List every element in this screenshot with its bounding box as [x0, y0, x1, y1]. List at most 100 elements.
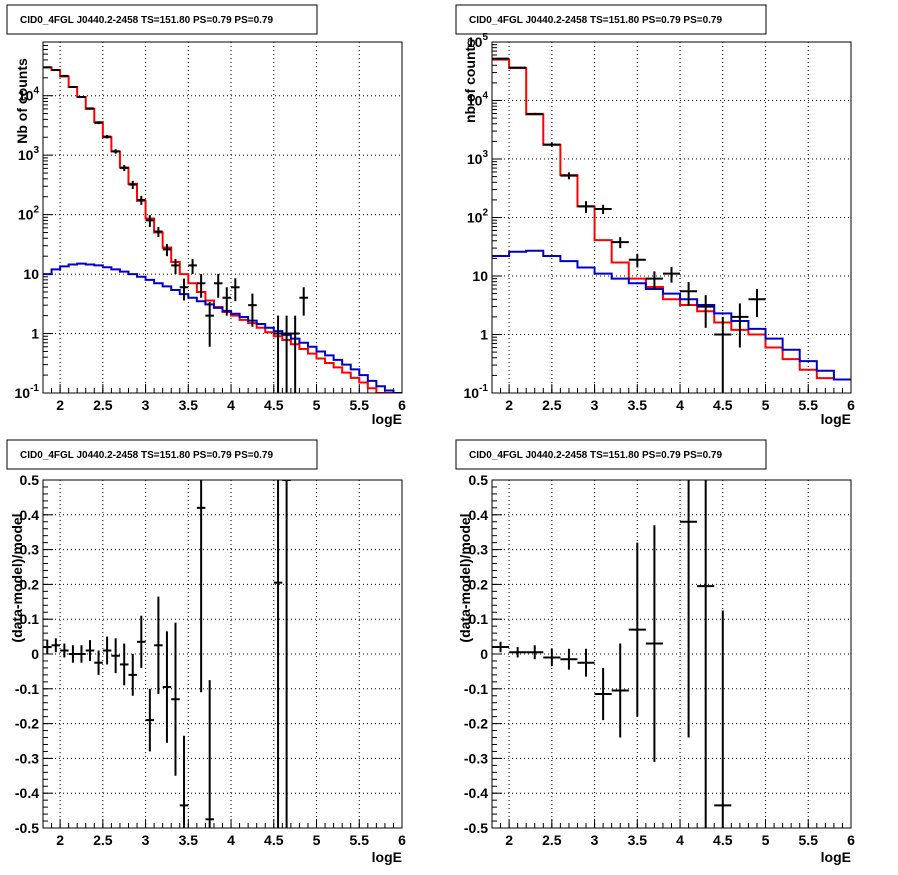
data-point: [179, 278, 189, 301]
data-point: [714, 610, 732, 828]
y-tick-label: 0.2: [469, 576, 489, 592]
data-point: [509, 66, 527, 69]
plot-content: [492, 57, 851, 393]
data-point: [171, 622, 180, 776]
x-tick-label: 4: [676, 832, 684, 848]
data-point: [188, 258, 197, 275]
panel-residuals-left: CID0_4FGL J0440.2-2458 TS=151.80 PS=0.79…: [6, 439, 406, 865]
x-tick-label: 4.5: [264, 397, 284, 413]
x-tick-label: 5: [313, 832, 321, 848]
data-point: [213, 274, 223, 298]
data-point: [196, 480, 206, 693]
data-point: [697, 295, 715, 328]
x-axis-label: logE: [372, 411, 402, 427]
data-point: [154, 226, 163, 238]
data-point: [77, 645, 86, 663]
plot-frame: [42, 41, 403, 394]
x-tick-label: 4.5: [713, 397, 733, 413]
data-point: [85, 107, 95, 110]
x-tick-label: 4.5: [713, 832, 733, 848]
x-tick-label: 2.5: [93, 397, 113, 413]
x-tick-label: 6: [398, 832, 406, 848]
data-point: [145, 215, 155, 227]
x-tick-label: 4: [227, 832, 235, 848]
x-tick-label: 4: [227, 397, 235, 413]
data-point: [145, 688, 155, 752]
data-point: [680, 281, 698, 306]
x-tick-label: 3: [591, 397, 599, 413]
data-point: [94, 650, 103, 675]
x-tick-label: 2.5: [93, 832, 113, 848]
x-tick-label: 5.5: [350, 832, 370, 848]
y-tick-label: 0.1: [469, 611, 489, 627]
data-point: [179, 735, 189, 828]
data-point: [662, 266, 681, 283]
data-point: [205, 680, 214, 828]
data-point: [162, 631, 172, 743]
y-tick-label: 102: [18, 205, 40, 223]
data-point: [273, 480, 283, 828]
data-point: [119, 643, 129, 686]
title-box: [455, 439, 767, 470]
data-point: [111, 149, 120, 154]
data-point: [273, 315, 283, 393]
data-point: [543, 142, 561, 147]
y-axis-label: nb of counts: [462, 39, 478, 123]
data-point: [560, 648, 578, 670]
data-point: [111, 638, 120, 674]
data-point: [119, 165, 129, 172]
data-point: [594, 667, 612, 721]
y-axis-label: (data-model)/model: [9, 513, 25, 642]
data-point: [543, 648, 561, 667]
data-point: [560, 172, 578, 180]
data-point: [68, 86, 78, 89]
data-point: [731, 303, 749, 348]
data-point: [162, 244, 172, 257]
x-tick-label: 2.5: [542, 832, 562, 848]
data-point: [222, 287, 232, 316]
data-point: [492, 57, 510, 60]
y-tick-label: 1: [31, 326, 39, 342]
x-tick-label: 2: [56, 397, 64, 413]
x-axis-label: logE: [372, 849, 402, 865]
title-box: [6, 439, 318, 470]
x-tick-label: 3.5: [179, 832, 199, 848]
data-point: [248, 293, 257, 327]
data-point: [137, 615, 146, 668]
data-point: [282, 315, 291, 393]
data-point: [137, 195, 146, 205]
x-tick-label: 3: [142, 397, 150, 413]
x-tick-label: 2: [56, 832, 64, 848]
plot-area: 2 2.5 3 3.5 4 4.5 5 5.5 6 10-1 1 10 102 103 104: [15, 41, 406, 413]
y-tick-label: -0.4: [464, 785, 488, 801]
data-point: [577, 201, 595, 213]
y-axis-label: Nb of counts: [14, 58, 30, 144]
y-tick-label: -0.5: [464, 820, 488, 836]
plot-content: [492, 480, 732, 828]
plot-area: 2 2.5 3 3.5 4 4.5 5 5.5 6 10-1 1 10 102 103 104 105: [464, 32, 856, 413]
y-tick-label: 0.4: [469, 507, 489, 523]
data-point: [171, 258, 180, 275]
y-tick-label: 0.3: [469, 542, 489, 558]
x-tick-label: 3.5: [179, 397, 199, 413]
data-point: [51, 69, 61, 72]
plot-area: 2 2.5 3 3.5 4 4.5 5 5.5 6 -0.5 -0.4 -0.3 -0.2 -0.1 0 0.…: [464, 472, 855, 848]
y-tick-label: -0.1: [464, 681, 488, 697]
y-tick-label: 0.5: [469, 472, 489, 488]
panel-title: CID0_4FGL J0440.2-2458 TS=151.80 PS=0.79…: [469, 15, 722, 26]
panel-title: CID0_4FGL J0440.2-2458 TS=151.80 PS=0.79…: [469, 450, 722, 461]
data-point: [628, 253, 646, 268]
x-tick-label: 2: [505, 832, 513, 848]
x-tick-label: 3: [142, 832, 150, 848]
x-tick-label: 6: [847, 832, 855, 848]
data-point: [526, 112, 544, 115]
y-tick-label: -0.5: [15, 820, 39, 836]
data-point: [68, 645, 78, 663]
data-point: [94, 121, 103, 125]
y-tick-label: 0.1: [20, 611, 40, 627]
data-point: [43, 66, 52, 69]
data-point: [611, 643, 629, 738]
x-tick-label: 6: [398, 397, 406, 413]
x-tick-label: 5.5: [799, 832, 819, 848]
